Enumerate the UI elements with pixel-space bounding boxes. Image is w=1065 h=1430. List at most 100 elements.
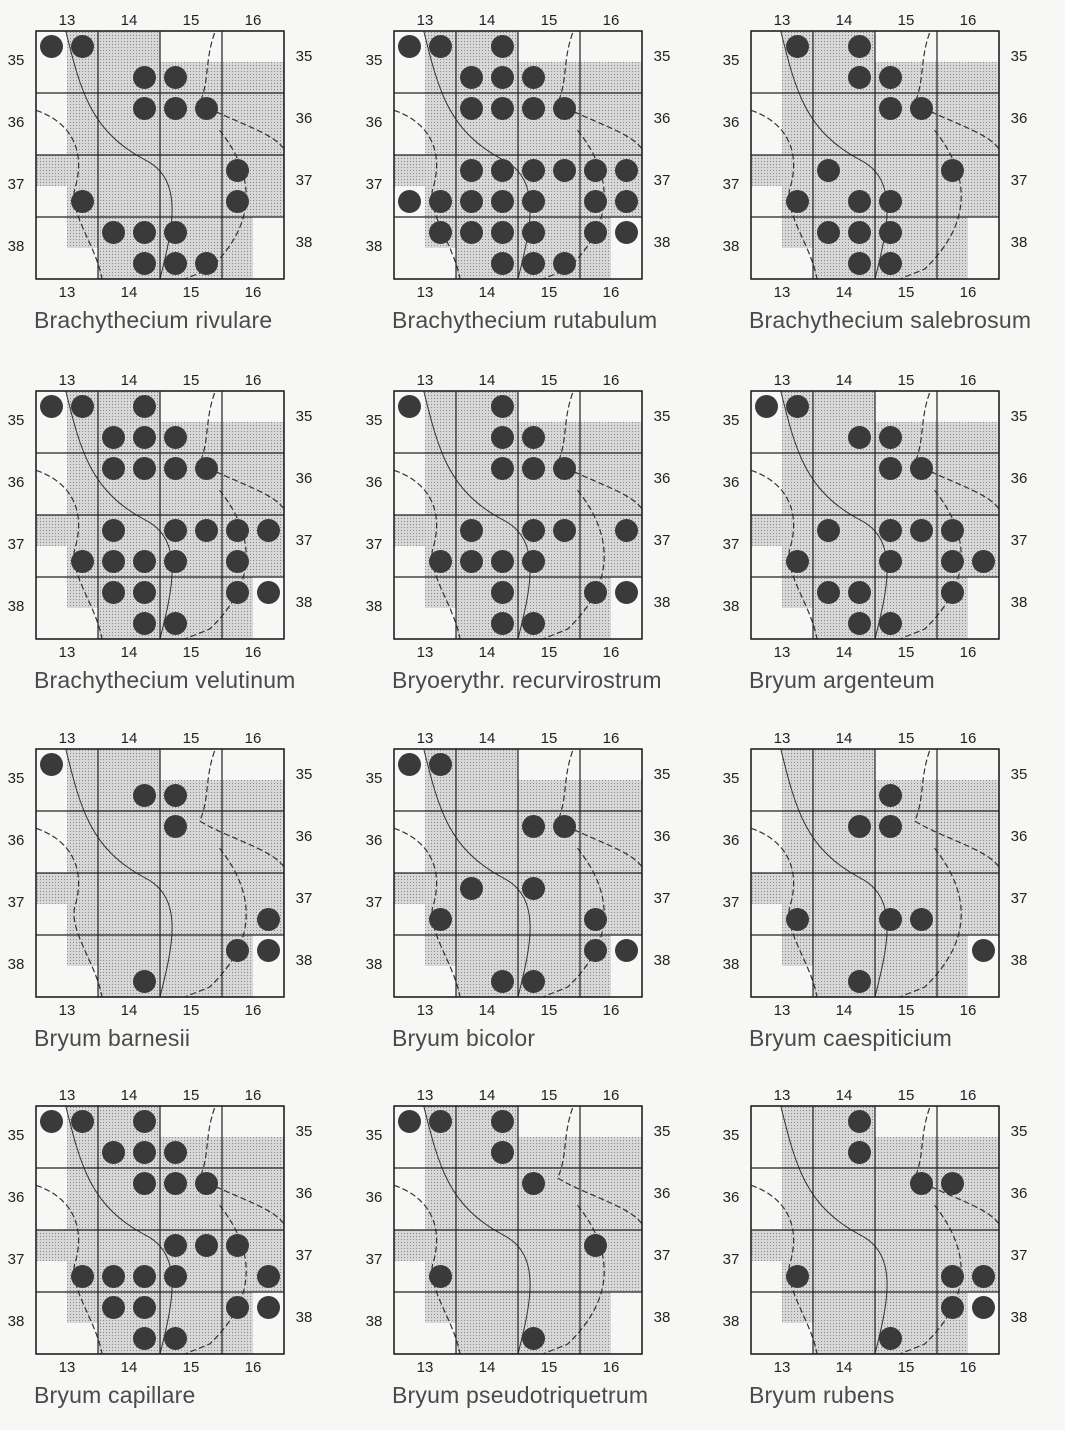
shaded-area [937, 1230, 968, 1261]
shaded-area [937, 186, 968, 217]
row-label-right: 37 [654, 1247, 671, 1264]
record-dot [491, 426, 514, 449]
shaded-area [844, 842, 875, 873]
record-dot [164, 1327, 187, 1350]
grid-map: 13 13 14 14 15 15 16 16 35 35 36 36 37 37 38 38 [366, 730, 671, 1019]
shaded-area [782, 873, 813, 904]
shaded-area [968, 124, 999, 155]
record-dot [226, 159, 249, 182]
row-label-left: 37 [366, 1251, 383, 1268]
shaded-area [222, 1323, 253, 1354]
shaded-area [549, 1199, 580, 1230]
shaded-area [98, 935, 129, 966]
shaded-area [129, 484, 160, 515]
record-dot [133, 550, 156, 573]
shaded-area [968, 484, 999, 515]
shaded-area [813, 186, 844, 217]
shaded-area [518, 484, 549, 515]
record-dot [879, 908, 902, 931]
map-frame [750, 390, 1000, 640]
record-dot [429, 1265, 452, 1288]
species-name: Brachythecium salebrosum [749, 307, 1032, 333]
column-label-top: 16 [603, 730, 620, 747]
record-dot [848, 815, 871, 838]
shaded-area [253, 811, 284, 842]
species-name: Bryum capillare [34, 1382, 196, 1408]
record-dot [133, 970, 156, 993]
shaded-area [487, 124, 518, 155]
shaded-area [968, 873, 999, 904]
shaded-area [968, 93, 999, 124]
river-line [423, 748, 531, 998]
shaded-area [253, 873, 284, 904]
shaded-area [813, 248, 844, 279]
shaded-area [160, 904, 191, 935]
shaded-area [425, 1199, 456, 1230]
record-dot [584, 159, 607, 182]
record-dot [615, 159, 638, 182]
shaded-area [67, 124, 98, 155]
column-label-bottom: 16 [245, 1359, 262, 1376]
record-dot [553, 457, 576, 480]
shaded-area [191, 811, 222, 842]
record-dot [164, 1265, 187, 1288]
row-label-right: 37 [1011, 1247, 1028, 1264]
shaded-area [611, 873, 642, 904]
shaded-area [906, 608, 937, 639]
shaded-area [191, 1323, 222, 1354]
shaded-area [98, 1168, 129, 1199]
shaded-area [67, 577, 98, 608]
shaded-area [782, 749, 813, 780]
shaded-area [67, 811, 98, 842]
shaded-area [844, 453, 875, 484]
record-dot [133, 581, 156, 604]
column-label-bottom: 13 [59, 284, 76, 301]
shaded-area [98, 811, 129, 842]
shaded-area [875, 842, 906, 873]
shaded-area [580, 1323, 611, 1354]
border-line [556, 32, 643, 150]
row-label-left: 37 [723, 1251, 740, 1268]
row-label-right: 35 [654, 48, 671, 65]
border-line [35, 1184, 103, 1355]
record-dot [910, 457, 933, 480]
column-label-top: 15 [541, 12, 558, 29]
record-dot [133, 426, 156, 449]
shaded-area [160, 577, 191, 608]
shaded-area [456, 391, 487, 422]
shaded-area [813, 1292, 844, 1323]
row-label-right: 37 [296, 890, 313, 907]
record-dot [133, 1141, 156, 1164]
shaded-area [191, 935, 222, 966]
shaded-area [968, 811, 999, 842]
shaded-area [844, 1292, 875, 1323]
shaded-area [67, 155, 98, 186]
row-label-right: 38 [296, 594, 313, 611]
shaded-area [611, 1230, 642, 1261]
shaded-area [611, 124, 642, 155]
shaded-area [937, 904, 968, 935]
shaded-area [98, 484, 129, 515]
record-dot [398, 35, 421, 58]
record-dot [257, 581, 280, 604]
shaded-area [937, 422, 968, 453]
grid-map: 13 13 14 14 15 15 16 16 35 35 36 36 37 37 38 38 [723, 372, 1028, 661]
row-label-left: 37 [723, 894, 740, 911]
grid-map: 13 13 14 14 15 15 16 16 35 35 36 36 37 37 38 38 [8, 730, 313, 1019]
map-frame [393, 1105, 643, 1355]
column-label-bottom: 16 [603, 644, 620, 661]
shaded-area [98, 62, 129, 93]
shaded-area [937, 608, 968, 639]
shaded-area [222, 608, 253, 639]
column-label-top: 15 [898, 372, 915, 389]
shaded-area [98, 155, 129, 186]
shaded-area [875, 1261, 906, 1292]
record-dot [848, 190, 871, 213]
shaded-area [487, 842, 518, 873]
shaded-area [67, 453, 98, 484]
shaded-area [937, 248, 968, 279]
record-dot [226, 519, 249, 542]
border-line [556, 750, 643, 868]
shaded-area [160, 186, 191, 217]
shaded-area [875, 1199, 906, 1230]
